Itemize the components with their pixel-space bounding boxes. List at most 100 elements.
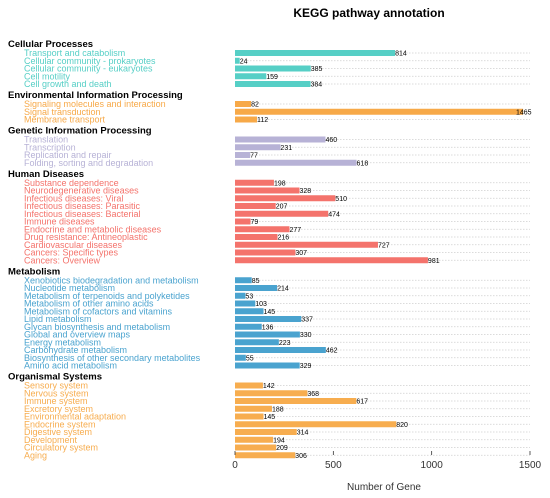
category-label: Infectious diseases: Parasitic	[24, 201, 141, 211]
category-label: Immune diseases	[24, 217, 95, 227]
value-label: 53	[245, 293, 253, 300]
category-label: Nucleotide metabolism	[24, 283, 115, 293]
x-tick-label: 500	[325, 460, 342, 471]
bar	[235, 390, 308, 397]
category-label: Infectious diseases: Viral	[24, 193, 123, 203]
category-label: Cancers: Specific types	[24, 248, 119, 258]
category-label: Excretory system	[24, 404, 93, 414]
bar	[235, 50, 396, 56]
category-label: Drug resistance: Antineoplastic	[24, 232, 148, 242]
value-label: 462	[326, 348, 338, 355]
value-label: 385	[311, 66, 323, 73]
bar	[235, 195, 336, 202]
category-label: Cardiovascular diseases	[24, 240, 123, 250]
x-axis-label: Number of Gene	[347, 482, 421, 493]
value-label: 368	[307, 391, 319, 398]
bar	[235, 136, 326, 143]
bar	[235, 65, 311, 72]
category-label: Infectious diseases: Bacterial	[24, 209, 141, 219]
bar	[235, 292, 246, 299]
value-label: 384	[311, 82, 323, 89]
category-label: Sensory system	[24, 381, 88, 391]
group-header: Genetic Information Processing	[8, 126, 152, 137]
bar	[235, 257, 428, 264]
value-label: 85	[252, 278, 260, 285]
value-label: 103	[255, 301, 267, 308]
value-label: 307	[295, 250, 307, 257]
bar	[235, 331, 300, 338]
value-label: 145	[264, 414, 276, 421]
category-label: Transcription	[24, 142, 76, 152]
value-label: 145	[264, 309, 276, 316]
value-label: 24	[240, 58, 248, 65]
bar	[235, 73, 267, 80]
bar	[235, 452, 296, 459]
category-label: Xenobiotics biodegradation and metabolis…	[24, 275, 199, 285]
bar	[235, 179, 274, 186]
value-label: 112	[257, 117, 268, 124]
x-tick-label: 0	[232, 460, 238, 471]
bar	[235, 210, 329, 217]
bar	[235, 339, 279, 346]
bar	[235, 300, 256, 307]
bar	[235, 413, 264, 420]
value-label: 55	[246, 355, 254, 362]
bar	[235, 101, 252, 107]
value-label: 330	[300, 332, 312, 339]
bar	[235, 116, 258, 123]
value-label: 474	[328, 211, 340, 218]
bar	[235, 362, 300, 369]
bar	[235, 405, 272, 412]
bar	[235, 316, 302, 322]
value-label: 82	[251, 102, 259, 109]
category-label: Neurodegenerative diseases	[24, 186, 139, 196]
category-label: Biosynthesis of other secondary metaboli…	[24, 353, 201, 363]
value-label: 214	[277, 286, 289, 293]
value-label: 142	[263, 383, 275, 390]
bar	[235, 81, 311, 87]
value-label: 329	[300, 363, 312, 370]
value-label: 209	[276, 445, 288, 452]
category-label: Endocrine system	[24, 419, 96, 429]
value-label: 460	[325, 137, 337, 144]
group-header: Organismal Systems	[8, 372, 102, 383]
category-label: Replication and repair	[24, 150, 112, 160]
x-tick-label: 1000	[421, 460, 444, 471]
x-axis: 0 500 1000 1500	[232, 451, 542, 471]
group-header: Environmental Information Processing	[8, 90, 183, 101]
category-label: Transport and catabolism	[24, 48, 125, 58]
value-label: 223	[279, 340, 291, 347]
category-label: Immune system	[24, 396, 88, 406]
value-label: 981	[428, 258, 440, 265]
bar	[235, 218, 251, 225]
value-label: 77	[250, 153, 258, 160]
value-label: 820	[396, 422, 408, 429]
bar	[235, 249, 296, 256]
value-label: 216	[277, 235, 289, 242]
category-label: Development	[24, 435, 78, 445]
value-label: 231	[280, 145, 292, 152]
category-label: Membrane transport	[24, 115, 106, 125]
bar	[235, 347, 326, 353]
value-label: 337	[301, 317, 313, 324]
bar	[235, 354, 246, 361]
value-label: 136	[262, 324, 274, 331]
bar	[235, 108, 524, 115]
group-header: Metabolism	[8, 266, 60, 277]
value-label: 79	[251, 219, 259, 226]
value-label: 194	[273, 437, 285, 444]
category-label: Cancers: Overview	[24, 255, 101, 265]
category-label: Folding, sorting and degradation	[24, 158, 153, 168]
category-label: Signaling molecules and interaction	[24, 99, 166, 109]
bar	[235, 444, 277, 451]
value-label: 314	[297, 430, 309, 437]
category-label: Circulatory system	[24, 443, 98, 453]
category-label: Metabolism of cofactors and vitamins	[24, 306, 173, 316]
value-label: 277	[289, 227, 301, 234]
category-label: Cellular community - eukaryotes	[24, 64, 153, 74]
bar	[235, 226, 290, 233]
value-label: 618	[357, 160, 369, 167]
category-label: Amino acid metabolism	[24, 361, 117, 371]
